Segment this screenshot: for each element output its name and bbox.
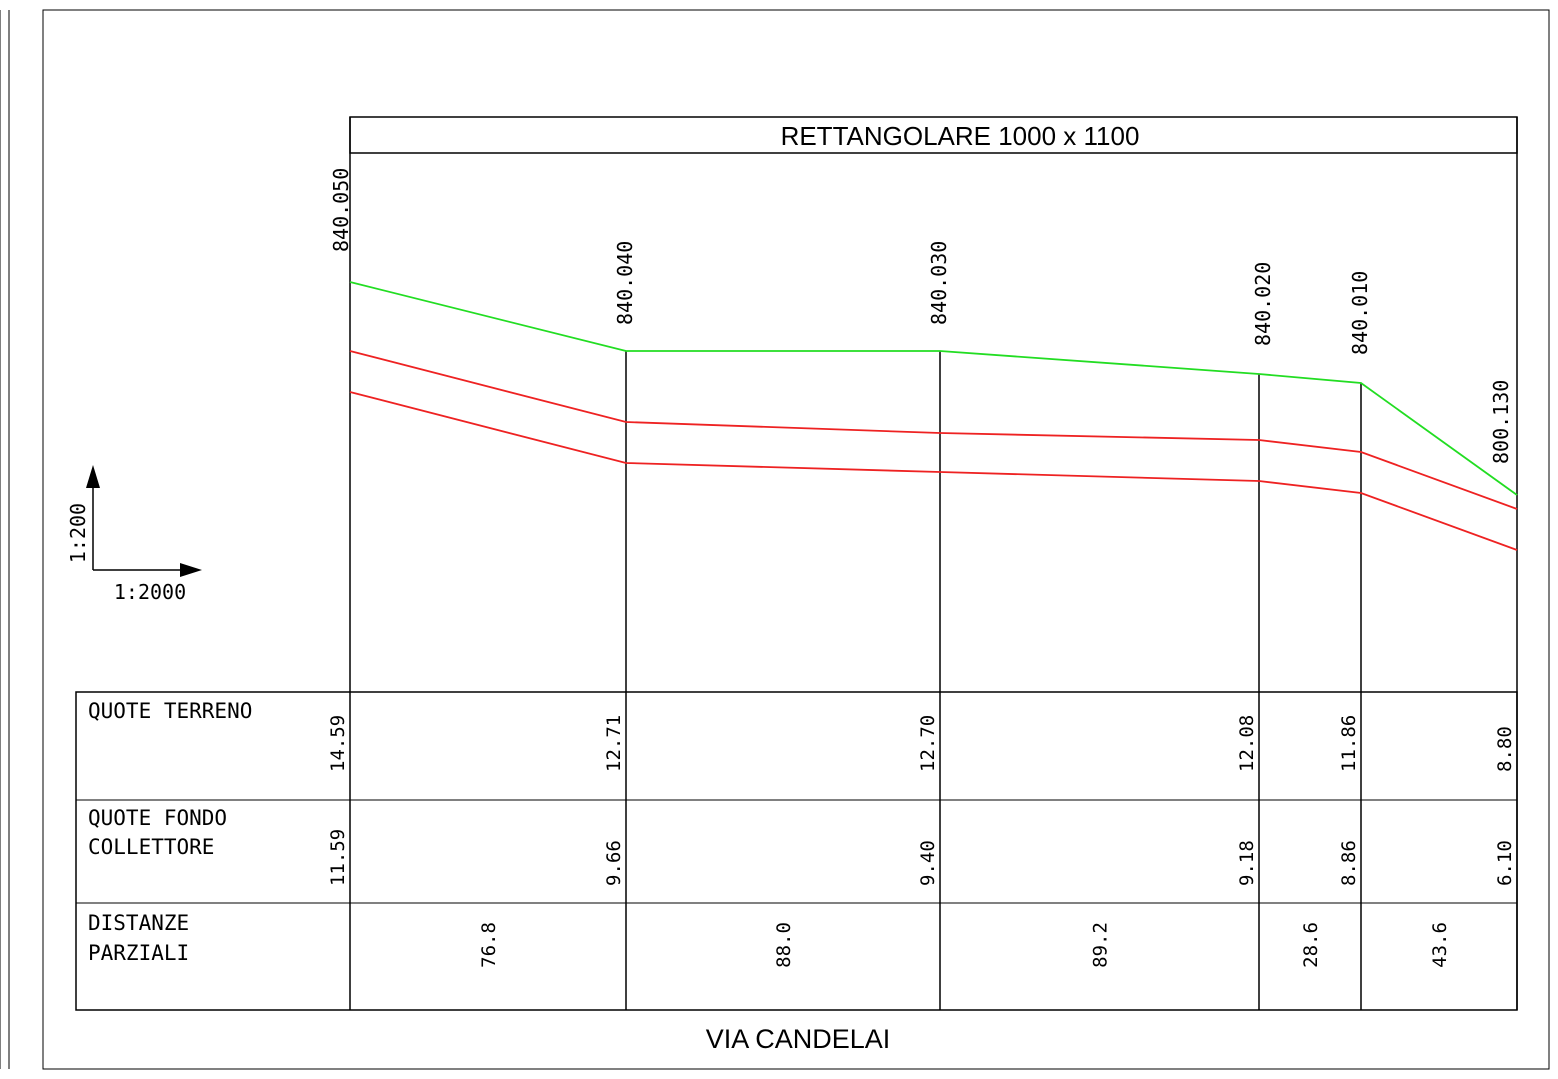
section-id-label: 840.040 bbox=[613, 241, 637, 325]
quota-fondo-value: 9.66 bbox=[603, 840, 625, 886]
section-id-label: 840.050 bbox=[329, 168, 353, 252]
distanza-parziale-value: 43.6 bbox=[1429, 922, 1451, 968]
arrow-up-icon bbox=[86, 465, 100, 488]
row-label-distanze-line2: PARZIALI bbox=[88, 941, 189, 965]
scale-indicator: 1:200 1:2000 bbox=[66, 465, 202, 604]
section-id-label: 840.010 bbox=[1348, 271, 1372, 355]
distanza-parziale-value: 28.6 bbox=[1300, 922, 1322, 968]
vertical-scale-label: 1:200 bbox=[66, 503, 90, 563]
row-label-fondo-line2: COLLETTORE bbox=[88, 835, 214, 859]
quota-fondo-value: 9.18 bbox=[1236, 840, 1258, 886]
row-label-fondo-line1: QUOTE FONDO bbox=[88, 806, 227, 830]
pipe-invert-line bbox=[349, 391, 1518, 551]
distanza-parziale-value: 88.0 bbox=[773, 922, 795, 968]
horizontal-scale-label: 1:2000 bbox=[114, 580, 186, 604]
section-id-label: 840.030 bbox=[927, 241, 951, 325]
data-table: QUOTE TERRENO QUOTE FONDO COLLETTORE DIS… bbox=[75, 691, 1518, 1011]
pipe-type-title: RETTANGOLARE 1000 x 1100 bbox=[781, 121, 1140, 151]
drawing-frame bbox=[42, 9, 1550, 1070]
section-id-label: 800.130 bbox=[1489, 380, 1513, 464]
row-label-terreno: QUOTE TERRENO bbox=[88, 699, 252, 723]
pipe-crown-line bbox=[349, 350, 1518, 510]
profile-layer: 840.050 840.040 840.030 840.020 840.010 800.1… bbox=[327, 117, 1518, 1010]
quota-terreno-value: 12.70 bbox=[917, 715, 939, 772]
row-label-distanze-line1: DISTANZE bbox=[88, 911, 189, 935]
street-name: VIA CANDELAI bbox=[706, 1024, 891, 1054]
section-id-label: 840.020 bbox=[1251, 262, 1275, 346]
distanza-parziale-value: 89.2 bbox=[1090, 922, 1112, 968]
quota-fondo-value: 9.40 bbox=[917, 840, 939, 886]
table-frame bbox=[75, 691, 1518, 1011]
quota-terreno-value: 12.71 bbox=[603, 715, 625, 772]
quota-terreno-value: 14.59 bbox=[327, 715, 349, 772]
ground-profile-line bbox=[349, 281, 1518, 496]
arrow-right-icon bbox=[180, 563, 202, 577]
quota-fondo-value: 6.10 bbox=[1494, 840, 1516, 886]
quota-fondo-value: 8.86 bbox=[1338, 840, 1360, 886]
quota-terreno-value: 8.80 bbox=[1494, 726, 1516, 772]
quota-terreno-value: 11.86 bbox=[1338, 715, 1360, 772]
quota-terreno-value: 12.08 bbox=[1236, 715, 1258, 772]
distanza-parziale-value: 76.8 bbox=[478, 922, 500, 968]
quota-fondo-value: 11.59 bbox=[327, 829, 349, 886]
